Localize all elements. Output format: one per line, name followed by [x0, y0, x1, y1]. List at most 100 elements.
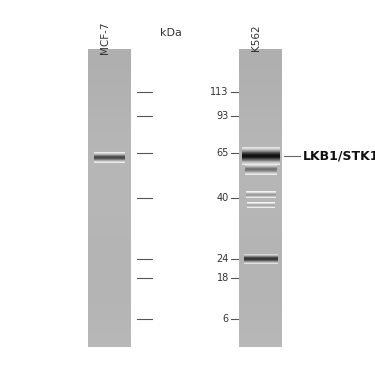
Bar [239, 217, 282, 220]
Bar [239, 297, 282, 300]
Bar [88, 330, 131, 332]
Text: 40: 40 [216, 193, 229, 203]
Bar [239, 158, 282, 160]
Bar [88, 64, 131, 66]
Bar [88, 248, 131, 250]
Bar [239, 108, 282, 111]
Bar [239, 168, 282, 171]
Bar [88, 116, 131, 118]
Bar [239, 106, 282, 108]
Bar [88, 210, 131, 213]
Bar [239, 91, 282, 93]
Bar [239, 245, 282, 248]
Bar [239, 163, 282, 165]
Bar [239, 223, 282, 225]
Bar [239, 195, 282, 198]
Bar [88, 262, 131, 265]
Bar [239, 64, 282, 66]
Bar [239, 133, 282, 136]
Text: 65: 65 [216, 148, 229, 158]
Bar [88, 215, 131, 217]
Bar [239, 300, 282, 302]
Bar [88, 143, 131, 146]
Bar [239, 93, 282, 96]
Bar [88, 160, 131, 163]
Bar [88, 225, 131, 228]
Bar [88, 238, 131, 240]
Bar [239, 280, 282, 282]
Bar [88, 128, 131, 131]
Bar [239, 116, 282, 118]
Bar [239, 337, 282, 339]
Bar [239, 324, 282, 327]
Bar [239, 185, 282, 188]
Bar [88, 213, 131, 215]
Bar [88, 151, 131, 153]
Bar [239, 111, 282, 113]
Text: K562: K562 [251, 24, 261, 51]
Bar [88, 86, 131, 88]
Bar [239, 287, 282, 290]
Text: MCF-7: MCF-7 [100, 21, 109, 54]
Bar [88, 344, 131, 347]
Bar [88, 138, 131, 141]
Bar [239, 126, 282, 128]
Text: 113: 113 [210, 87, 229, 97]
Bar [88, 56, 131, 59]
Bar [239, 252, 282, 255]
Bar [88, 185, 131, 188]
Bar [239, 54, 282, 56]
Bar [239, 317, 282, 320]
Bar [88, 84, 131, 86]
Bar [88, 257, 131, 260]
Bar [88, 101, 131, 104]
Bar [88, 280, 131, 282]
Bar [88, 255, 131, 257]
Bar [88, 136, 131, 138]
Bar [239, 295, 282, 297]
Bar [239, 86, 282, 88]
Bar [88, 123, 131, 126]
Bar [88, 200, 131, 203]
Bar [239, 56, 282, 59]
Bar [88, 153, 131, 156]
Bar [239, 322, 282, 324]
Bar [88, 76, 131, 79]
Text: 93: 93 [216, 111, 229, 121]
Bar [88, 113, 131, 116]
Bar [239, 203, 282, 205]
Bar [88, 71, 131, 74]
Bar [239, 176, 282, 178]
Bar [239, 210, 282, 213]
Bar [239, 215, 282, 217]
Bar [88, 220, 131, 223]
Bar [88, 176, 131, 178]
Bar [88, 285, 131, 287]
Bar [88, 265, 131, 267]
Bar [239, 235, 282, 238]
Bar [88, 93, 131, 96]
Bar [88, 334, 131, 337]
Bar [88, 267, 131, 270]
Bar [239, 138, 282, 141]
Bar [88, 278, 131, 280]
Bar [88, 312, 131, 315]
Bar [239, 310, 282, 312]
Bar [88, 156, 131, 158]
Bar [88, 297, 131, 300]
Bar [239, 69, 282, 71]
Bar [88, 287, 131, 290]
Bar [239, 272, 282, 275]
Bar [239, 51, 282, 54]
Bar [239, 113, 282, 116]
Bar [88, 183, 131, 185]
Bar [239, 332, 282, 334]
Bar [88, 118, 131, 121]
Bar [239, 307, 282, 310]
Bar [239, 165, 282, 168]
Bar [88, 146, 131, 148]
Bar [88, 81, 131, 84]
Bar [239, 248, 282, 250]
Bar [239, 238, 282, 240]
Bar [88, 317, 131, 320]
